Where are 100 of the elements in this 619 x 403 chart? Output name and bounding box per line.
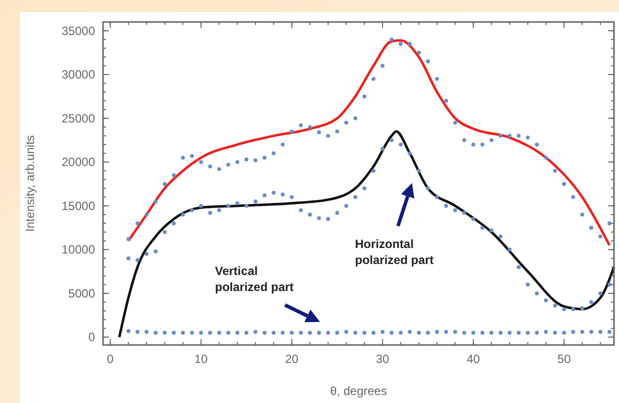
point	[317, 330, 321, 335]
point	[344, 204, 348, 208]
point	[235, 201, 240, 206]
point	[308, 125, 312, 129]
point	[426, 330, 430, 335]
point	[208, 210, 212, 215]
point	[362, 330, 366, 335]
point	[154, 199, 158, 204]
point	[498, 234, 502, 238]
point	[544, 330, 548, 334]
point	[298, 330, 303, 335]
point	[136, 330, 140, 334]
point	[453, 330, 458, 334]
y-tick-label: 10000	[62, 242, 96, 257]
point	[580, 306, 584, 310]
point	[272, 330, 276, 335]
point	[126, 256, 130, 260]
point	[544, 156, 548, 160]
point	[190, 330, 194, 335]
point	[154, 330, 158, 335]
point	[534, 142, 539, 146]
point	[362, 186, 366, 190]
point	[408, 151, 412, 156]
point	[508, 248, 512, 252]
point	[136, 221, 140, 226]
point	[526, 136, 530, 140]
x-tick-label: 10	[194, 352, 208, 366]
point	[608, 221, 612, 226]
point	[172, 221, 176, 226]
line-series	[127, 39, 611, 246]
point	[190, 208, 194, 212]
point	[553, 168, 557, 173]
point	[126, 237, 130, 242]
point	[498, 134, 502, 138]
point	[226, 162, 230, 167]
point	[471, 142, 476, 146]
point	[126, 329, 130, 333]
point	[162, 230, 167, 234]
point	[235, 160, 240, 164]
point	[471, 217, 476, 221]
point	[326, 134, 330, 138]
point	[326, 217, 330, 221]
y-tick-label: 25000	[62, 111, 96, 126]
x-tick-label: 20	[285, 352, 299, 366]
point	[598, 234, 602, 238]
annotation: Horizontal polarized part	[355, 237, 434, 267]
point	[262, 193, 267, 198]
point	[498, 330, 502, 335]
point	[217, 208, 222, 212]
point	[254, 199, 258, 204]
y-tick-label: 30000	[62, 68, 96, 82]
y-tick-label: 15000	[62, 198, 96, 213]
point	[480, 142, 484, 146]
point	[508, 330, 512, 335]
point	[571, 195, 576, 200]
point	[326, 330, 330, 335]
y-tick-label: 20000	[62, 155, 96, 170]
point	[408, 42, 412, 46]
x-axis-title: θ, degrees	[330, 384, 387, 398]
point	[172, 173, 176, 178]
point	[353, 116, 358, 120]
point	[444, 98, 448, 103]
point	[244, 204, 248, 208]
point	[353, 195, 358, 200]
point	[516, 134, 521, 138]
point	[290, 330, 294, 335]
point	[180, 330, 185, 335]
point	[480, 330, 484, 335]
point	[335, 330, 340, 335]
point	[254, 330, 258, 334]
y-tick-label: 35000	[62, 24, 96, 38]
point	[398, 142, 403, 146]
point	[435, 195, 439, 200]
point	[144, 252, 149, 256]
point	[598, 291, 602, 296]
point	[571, 330, 576, 334]
point	[589, 300, 594, 304]
point	[553, 304, 557, 308]
point	[208, 330, 212, 335]
point	[562, 330, 566, 335]
point	[254, 158, 258, 162]
point	[508, 134, 512, 138]
annotation: Vertical polarized part	[215, 264, 294, 294]
point	[298, 123, 303, 128]
point	[408, 330, 412, 334]
point	[435, 330, 439, 334]
point	[390, 38, 394, 42]
point	[426, 186, 430, 190]
point	[372, 330, 376, 335]
point	[154, 249, 158, 254]
point	[444, 330, 448, 334]
point	[589, 226, 594, 230]
point	[226, 330, 230, 335]
point	[180, 212, 185, 217]
point	[199, 330, 203, 335]
point	[353, 330, 358, 335]
point	[516, 265, 521, 270]
point	[426, 59, 430, 64]
point	[344, 120, 348, 125]
point	[544, 298, 548, 302]
